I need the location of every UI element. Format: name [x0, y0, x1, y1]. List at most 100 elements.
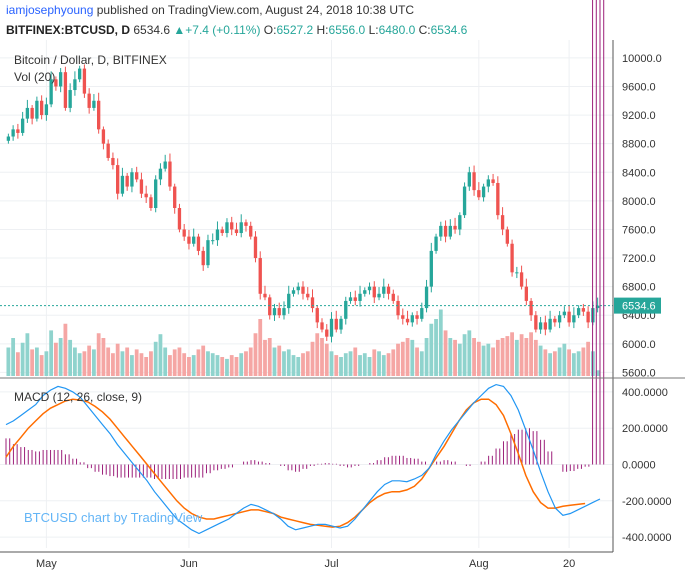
- volume-bar: [581, 347, 586, 376]
- volume-bar: [153, 341, 158, 376]
- volume-bar: [343, 353, 348, 376]
- volume-bar: [400, 341, 405, 376]
- high-value: 6556.0: [328, 23, 366, 37]
- macd-tick-label: 200.0000: [622, 423, 668, 435]
- candle-body: [434, 236, 438, 251]
- volume-bar: [120, 351, 125, 376]
- volume-bar: [77, 353, 82, 376]
- volume-bar: [586, 341, 591, 376]
- volume-bar: [505, 336, 510, 376]
- candle-body: [382, 286, 386, 294]
- candle-body: [201, 250, 205, 266]
- candle-body: [353, 297, 357, 301]
- volume-bar: [296, 357, 301, 376]
- volume-bar: [201, 345, 206, 376]
- volume-bar: [348, 351, 353, 376]
- candle-body: [472, 172, 476, 191]
- volume-bar: [191, 355, 196, 376]
- volume-bar: [315, 333, 320, 376]
- volume-bar: [39, 355, 44, 376]
- price-tick-label: 7600.0: [622, 224, 656, 236]
- volume-bar: [533, 339, 538, 376]
- macd-tick-label: 0.0000: [622, 460, 656, 472]
- macd-signal-line: [5, 398, 586, 528]
- candle-body: [538, 322, 543, 330]
- candle-body: [111, 157, 115, 166]
- price-pane-bg[interactable]: [0, 40, 613, 376]
- close-label: C:: [418, 23, 431, 37]
- candle-body: [291, 290, 296, 294]
- candle-body: [177, 208, 182, 230]
- volume-bar: [519, 334, 524, 376]
- volume-bar: [130, 355, 134, 376]
- volume-bar: [362, 353, 367, 376]
- volume-bar: [187, 357, 191, 376]
- candle-body: [396, 300, 400, 316]
- candle-body: [39, 100, 44, 116]
- volume-bar: [73, 347, 77, 376]
- candle-body: [386, 286, 391, 294]
- volume-bar: [101, 338, 106, 376]
- time-tick-label: May: [36, 558, 57, 570]
- candle-body: [58, 72, 63, 87]
- volume-bar: [53, 342, 58, 376]
- candle-body: [97, 100, 101, 130]
- volume-bar: [15, 352, 20, 376]
- price-tick-label: 8800.0: [622, 139, 656, 151]
- open-value: 6527.2: [276, 23, 314, 37]
- volume-label: Vol (20): [14, 70, 55, 84]
- candle-body: [367, 286, 372, 291]
- volume-bar: [529, 332, 533, 376]
- volume-bar: [291, 355, 296, 376]
- volume-bar: [415, 347, 419, 376]
- volume-bar: [20, 342, 25, 376]
- volume-bar: [248, 347, 253, 376]
- candle-body: [586, 311, 590, 323]
- candle-body: [35, 100, 39, 119]
- candle-body: [329, 318, 334, 337]
- candle-body: [139, 179, 144, 194]
- price-tick-label: 9600.0: [622, 81, 656, 93]
- candle-body: [595, 305, 600, 309]
- volume-bar: [44, 351, 49, 376]
- volume-bar: [481, 345, 486, 376]
- price-tick-label: 6000.0: [622, 339, 656, 351]
- volume-bar: [87, 345, 92, 376]
- quote-bar: BITFINEX:BTCUSD, D 6534.6 ▲+7.4 (+0.11%)…: [0, 20, 685, 40]
- candle-body: [477, 190, 481, 198]
- volume-bar: [144, 357, 149, 376]
- volume-bar: [163, 347, 168, 376]
- price-tick-label: 8000.0: [622, 196, 656, 208]
- candle-body: [234, 229, 239, 234]
- volume-bar: [329, 351, 334, 376]
- volume-bar: [11, 338, 16, 376]
- volume-bar: [543, 349, 548, 376]
- price-tick-label: 8400.0: [622, 167, 656, 179]
- candle-body: [458, 215, 462, 230]
- volume-bar: [267, 338, 272, 376]
- candle-body: [30, 107, 34, 119]
- volume-bar: [443, 330, 448, 376]
- volume-bar: [367, 357, 372, 376]
- volume-bar: [557, 347, 562, 376]
- price-tick-label: 10000.0: [622, 53, 662, 65]
- candle-body: [253, 236, 258, 259]
- candle-body: [344, 300, 348, 319]
- volume-bar: [410, 339, 415, 376]
- volume-bar: [524, 338, 529, 376]
- author-link[interactable]: iamjosephyoung: [6, 3, 94, 17]
- candle-body: [534, 315, 538, 330]
- volume-bar: [168, 355, 172, 376]
- volume-bar: [58, 338, 63, 376]
- candle-body: [149, 197, 153, 208]
- candle-body: [462, 186, 467, 216]
- candle-body: [287, 293, 291, 309]
- candle-body: [211, 240, 215, 242]
- volume-bar: [234, 357, 239, 376]
- volume-bar: [25, 333, 30, 376]
- candle-body: [519, 272, 524, 287]
- candle-body: [339, 318, 343, 330]
- candle-body: [49, 79, 53, 105]
- candle-body: [77, 68, 82, 80]
